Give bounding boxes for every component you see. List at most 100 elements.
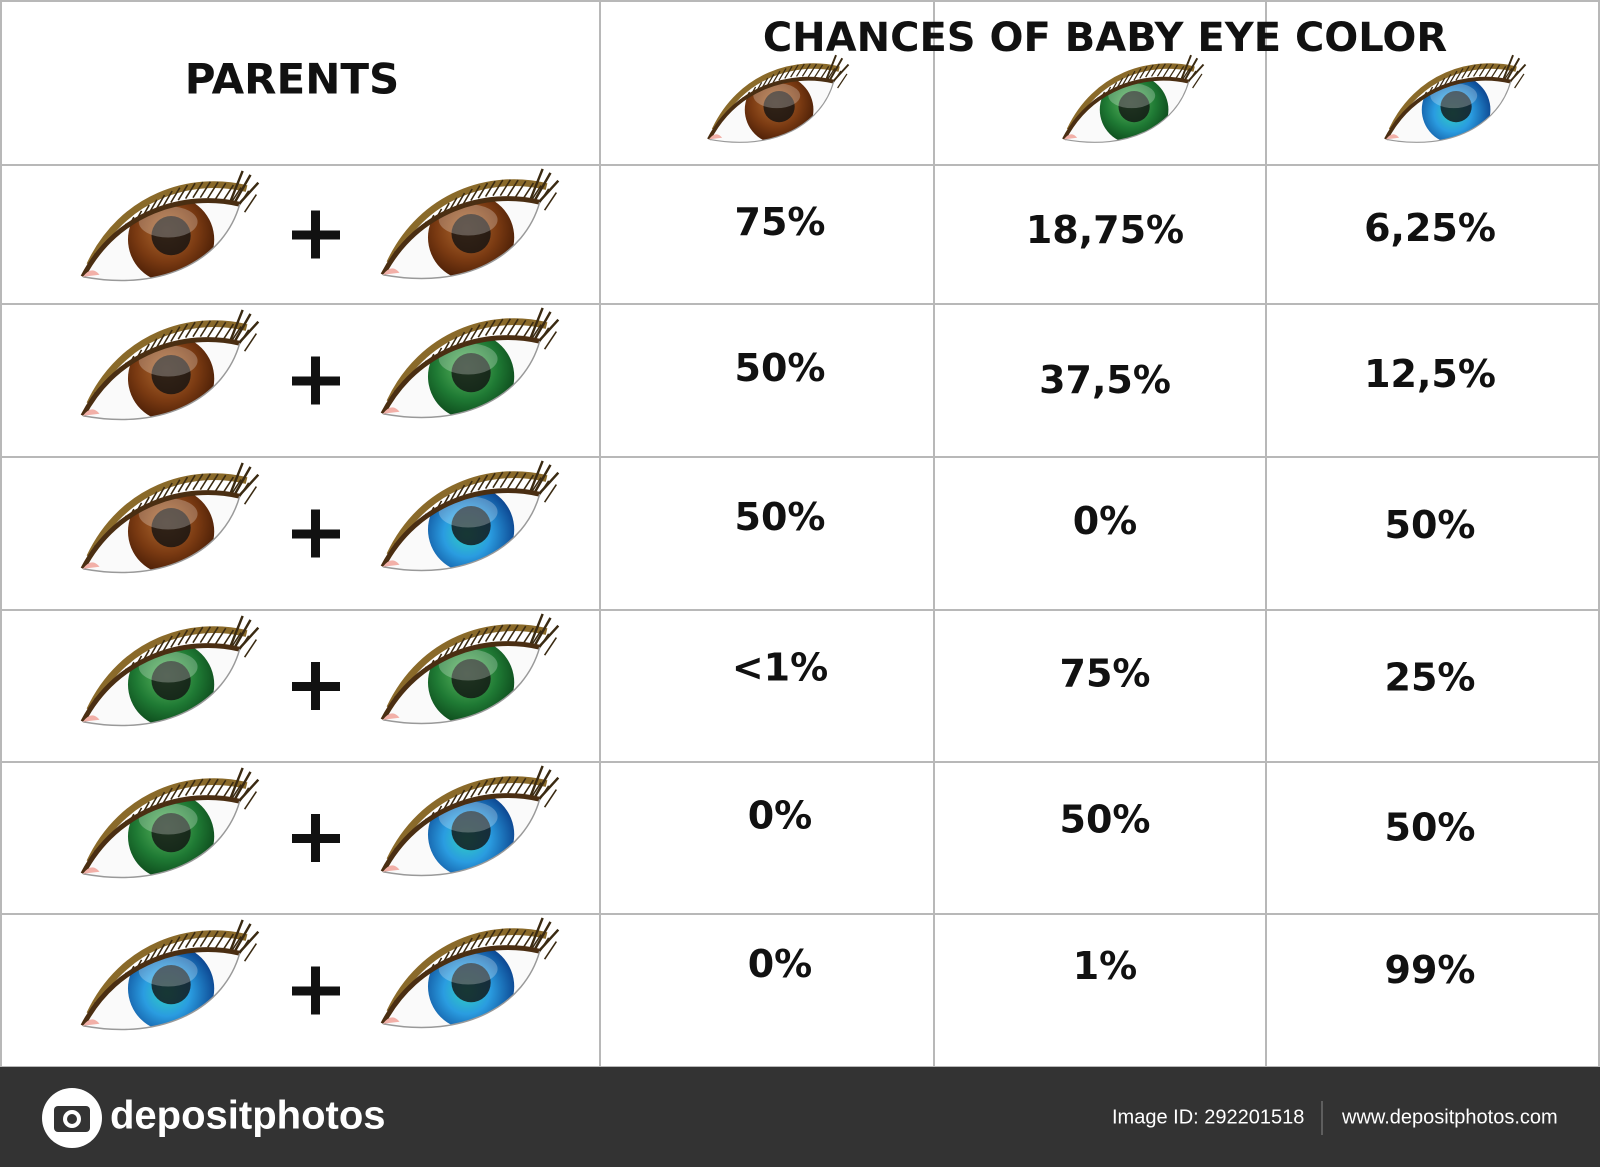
lash [477, 779, 489, 796]
caruncle [82, 270, 100, 277]
lid-line [80, 337, 241, 417]
lid-line [380, 641, 541, 721]
percentage: 50% [735, 495, 826, 539]
lash [1443, 74, 1452, 87]
lash [177, 184, 189, 201]
lid-line [80, 947, 241, 1027]
lash-tuft [529, 613, 560, 649]
title: CHANCES OF BABY EYE COLOR [763, 15, 1447, 61]
eye-green [380, 307, 560, 419]
lash [184, 474, 196, 491]
caruncle [1385, 134, 1400, 140]
lash [784, 66, 793, 79]
eye-brown [80, 170, 260, 282]
lash [162, 329, 173, 345]
crease [386, 318, 548, 404]
lash-tuft [529, 168, 560, 204]
iris-group [427, 490, 515, 571]
lash [243, 333, 258, 352]
lash [477, 627, 489, 644]
lash [170, 479, 181, 495]
percentage: 50% [1385, 503, 1476, 547]
eye-blue [380, 460, 560, 572]
lash [155, 333, 166, 349]
caruncle [382, 407, 400, 414]
lash [455, 331, 466, 347]
lash [514, 777, 527, 796]
percentage: 18,75% [1026, 208, 1184, 252]
iris-group [1099, 78, 1169, 143]
pupil [1118, 91, 1150, 123]
crease [1066, 63, 1195, 132]
lash [492, 318, 504, 336]
lash [470, 324, 481, 340]
lash [1133, 68, 1142, 81]
lash [207, 181, 219, 199]
lid-line [1384, 76, 1512, 141]
lash [214, 321, 227, 340]
lash [477, 321, 489, 338]
lash-tuft [1502, 54, 1527, 83]
lash [199, 320, 212, 338]
lash [1150, 63, 1160, 77]
lash [243, 639, 258, 658]
lash [155, 486, 166, 502]
percentage: 50% [1060, 798, 1151, 842]
lash [837, 73, 848, 89]
lash [1145, 64, 1154, 78]
crease [86, 473, 248, 559]
iris-group [1421, 78, 1491, 143]
highlight [138, 803, 198, 835]
plus [292, 356, 340, 405]
lash [455, 484, 466, 500]
lash [499, 928, 512, 946]
lash [155, 943, 166, 959]
lash [470, 477, 481, 493]
lid-line [80, 643, 241, 723]
eye-blue [80, 919, 260, 1031]
pupil [151, 508, 191, 548]
lash [507, 318, 519, 336]
lash [1168, 64, 1179, 79]
lash [1478, 63, 1488, 77]
lash [484, 625, 496, 642]
pupil [1440, 91, 1472, 123]
pupil [451, 353, 491, 393]
crease [86, 181, 248, 267]
lash [177, 323, 189, 340]
lash [514, 180, 527, 199]
lid-line [380, 196, 541, 276]
lash [543, 331, 558, 350]
lash [795, 63, 805, 77]
lash [455, 192, 466, 208]
crease [386, 776, 548, 862]
lash [170, 784, 181, 800]
iris-group [127, 949, 215, 1030]
lash [499, 179, 512, 197]
lash [162, 939, 173, 955]
caruncle [82, 409, 100, 416]
highlight [138, 955, 198, 987]
lash [1156, 63, 1166, 77]
caruncle [82, 562, 100, 569]
iris-group [427, 947, 515, 1028]
lash [507, 624, 519, 642]
crease [86, 778, 248, 864]
plus [292, 814, 340, 862]
highlight [138, 498, 198, 530]
lash [477, 931, 489, 948]
lash [184, 931, 196, 948]
crease [1388, 63, 1517, 132]
lash [514, 929, 527, 948]
lash [162, 787, 173, 803]
lash [1139, 66, 1148, 79]
pupil [151, 965, 191, 1005]
caruncle [382, 268, 400, 275]
lower-lid [82, 343, 241, 421]
lash-tuft [529, 765, 560, 801]
lid-line [80, 198, 241, 278]
highlight [438, 801, 498, 833]
lash [507, 179, 519, 197]
lash [492, 776, 504, 794]
lash-tuft [229, 462, 260, 498]
